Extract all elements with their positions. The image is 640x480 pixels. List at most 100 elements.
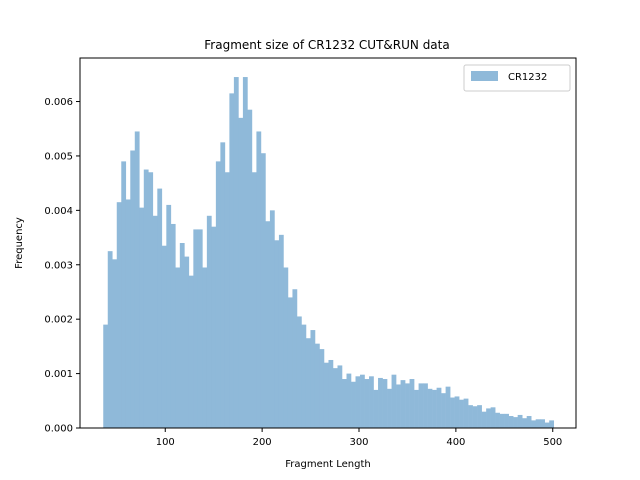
histogram-bar (269, 210, 275, 428)
legend: CR1232 (463, 64, 571, 92)
histogram-bar (130, 150, 136, 428)
y-tick-label: 0.002 (44, 315, 73, 326)
histogram-bar (224, 172, 230, 428)
histogram-bar (179, 243, 185, 428)
histogram-bar (184, 256, 190, 428)
histogram-bar (441, 393, 446, 428)
histogram-bar (220, 142, 226, 428)
histogram-bar (161, 245, 167, 428)
histogram-bar (188, 275, 194, 428)
histogram-bar (332, 368, 338, 428)
histogram-bar (292, 289, 298, 428)
histogram-bar (400, 380, 406, 428)
histogram-bar (351, 381, 356, 428)
histogram-bar (508, 416, 514, 428)
histogram-bar (472, 406, 478, 428)
histogram-bar (197, 229, 203, 428)
histogram-bar (535, 419, 541, 428)
histogram-bar (107, 251, 113, 428)
histogram-bar (166, 204, 172, 428)
histogram-bar (274, 240, 280, 428)
histogram-bar (526, 416, 532, 428)
histogram-bar (157, 188, 163, 428)
chart-title: Fragment size of CR1232 CUT&RUN data (204, 38, 449, 52)
histogram-bar (499, 413, 505, 428)
histogram-bar (121, 161, 127, 428)
histogram-bar (251, 172, 257, 428)
histogram-bar (459, 399, 464, 428)
y-tick-label: 0.001 (44, 369, 73, 380)
histogram-bar (517, 414, 523, 428)
x-axis-label: Fragment Length (285, 459, 370, 470)
y-tick-label: 0.005 (44, 151, 73, 162)
histogram-bar (148, 172, 154, 428)
histogram-bar (544, 422, 550, 428)
legend-label: CR1232 (508, 72, 547, 83)
histogram-bar (305, 338, 311, 428)
histogram-bar (450, 397, 455, 428)
x-tick-label: 400 (446, 437, 465, 448)
histogram-bar (540, 419, 545, 428)
histogram-bar (477, 405, 482, 428)
histogram-bar (495, 412, 500, 428)
histogram-bar (256, 131, 262, 428)
histogram-bar (323, 362, 329, 428)
histogram-bar (369, 376, 374, 428)
x-axis-ticks: 100 200 300 400 500 (156, 428, 562, 448)
histogram-bar (364, 379, 370, 428)
histogram-bar (247, 109, 253, 428)
histogram-bar (287, 297, 293, 428)
histogram-bar (314, 343, 320, 428)
histogram-bar (486, 408, 491, 428)
histogram-bar (513, 417, 518, 428)
histogram-bar (193, 229, 199, 428)
histogram-bar (143, 169, 149, 429)
histogram-bar (522, 418, 527, 428)
histogram-bar (337, 365, 343, 428)
histogram-bar (206, 215, 212, 428)
histogram-bar (301, 324, 307, 428)
histogram-bar (360, 374, 365, 428)
histogram-bar (296, 316, 302, 428)
histogram-bar (405, 383, 410, 428)
histogram-bar (319, 349, 325, 428)
y-axis-ticks: 0.000 0.001 0.002 0.003 0.004 0.005 0.006 (44, 97, 80, 435)
histogram-bar (328, 359, 334, 428)
histogram-bar (481, 411, 487, 428)
histogram-bar (373, 389, 379, 428)
histogram-bar (211, 226, 217, 428)
histogram-bar (342, 379, 347, 428)
histogram-bar (134, 131, 140, 428)
histogram-bar (468, 405, 473, 428)
histogram-bar (346, 373, 352, 428)
histogram-bar (378, 377, 383, 428)
histogram-bar (432, 389, 437, 428)
histogram-bar (531, 420, 536, 428)
y-tick-label: 0.006 (44, 97, 73, 108)
histogram-bar (202, 267, 208, 428)
histogram-bar (112, 259, 118, 428)
histogram-bars (103, 77, 555, 429)
histogram-bar (215, 161, 221, 428)
histogram-bar (423, 383, 428, 428)
legend-swatch (471, 71, 498, 81)
x-tick-label: 200 (253, 437, 272, 448)
histogram-bar (463, 398, 469, 428)
histogram-bar (229, 93, 235, 429)
histogram-bar (265, 221, 271, 428)
histogram-bar (454, 396, 460, 428)
histogram-bar (103, 324, 109, 428)
x-tick-label: 100 (156, 437, 175, 448)
histogram-bar (283, 267, 289, 428)
histogram-bar (427, 388, 433, 428)
histogram-bar (382, 379, 388, 428)
histogram-bar (396, 384, 401, 428)
histogram-bar (278, 234, 284, 428)
histogram-bar (170, 223, 176, 428)
y-axis-label: Frequency (14, 217, 25, 269)
x-tick-label: 300 (349, 437, 368, 448)
histogram-bar (445, 386, 451, 428)
histogram-bar (418, 383, 424, 428)
y-tick-label: 0.000 (44, 424, 73, 435)
